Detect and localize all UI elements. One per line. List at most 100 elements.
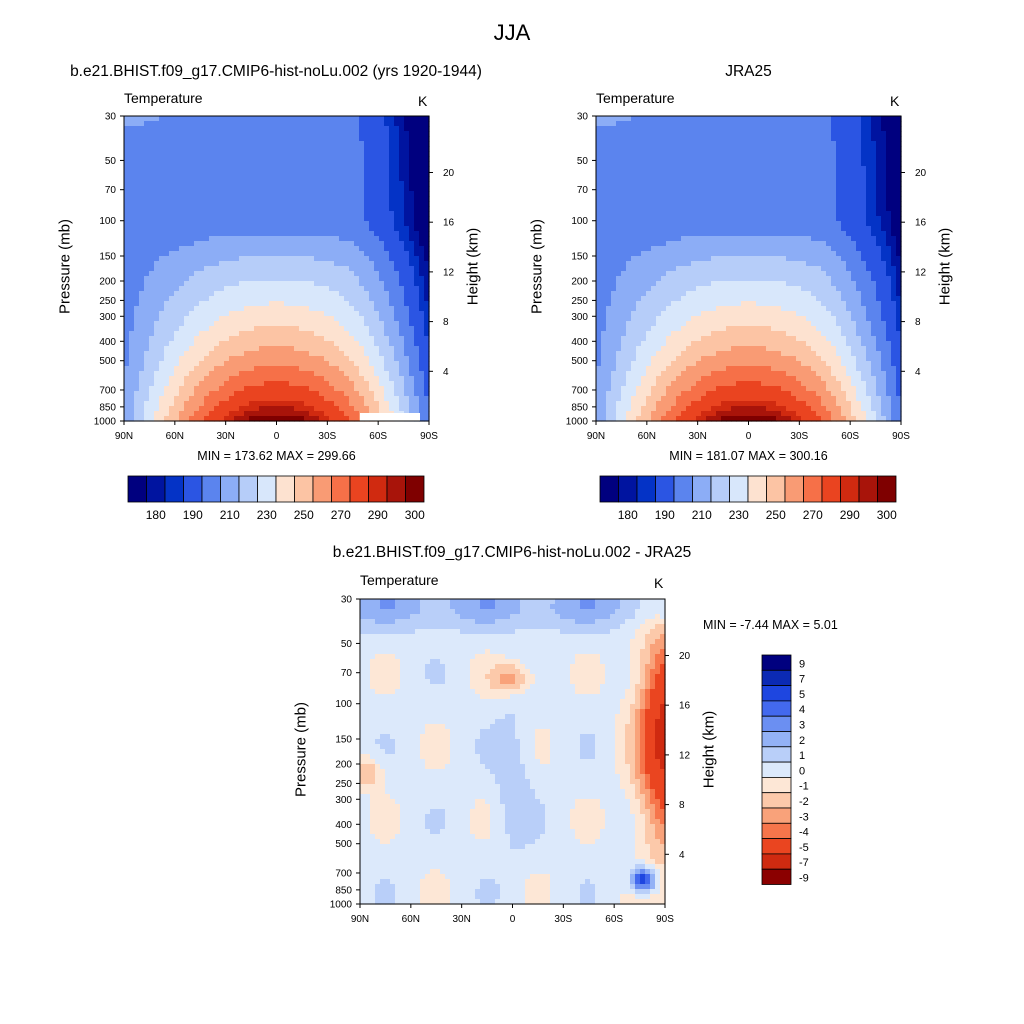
- field-cell: [194, 146, 200, 152]
- field-cell: [324, 141, 330, 147]
- field-cell: [324, 196, 330, 202]
- field-cell: [209, 231, 215, 237]
- field-cell: [139, 306, 145, 312]
- field-cell: [309, 391, 315, 397]
- field-cell: [691, 136, 697, 142]
- field-cell: [139, 166, 145, 172]
- field-cell: [189, 256, 195, 262]
- field-cell: [681, 176, 687, 182]
- field-cell: [419, 131, 425, 137]
- field-cell: [289, 326, 295, 332]
- field-cell: [766, 116, 772, 122]
- field-cell: [249, 161, 255, 167]
- field-cell: [289, 301, 295, 307]
- field-cell: [234, 131, 240, 137]
- field-cell: [329, 116, 335, 122]
- field-cell: [701, 151, 707, 157]
- field-cell: [304, 186, 310, 192]
- field-cell: [851, 116, 857, 122]
- field-cell: [214, 171, 220, 177]
- field-cell: [601, 166, 607, 172]
- field-cell: [404, 156, 410, 162]
- field-cell: [319, 391, 325, 397]
- field-cell: [816, 171, 822, 177]
- field-cell: [596, 116, 602, 122]
- field-cell: [691, 156, 697, 162]
- field-cell: [394, 201, 400, 207]
- field-cell: [394, 121, 400, 127]
- field-cell: [134, 171, 140, 177]
- field-cell: [214, 196, 220, 202]
- field-cell: [279, 166, 285, 172]
- field-cell: [736, 191, 742, 197]
- field-cell: [309, 366, 315, 372]
- field-cell: [686, 181, 692, 187]
- field-cell: [244, 391, 250, 397]
- field-cell: [384, 141, 390, 147]
- field-cell: [676, 211, 682, 217]
- field-cell: [174, 356, 180, 362]
- field-cell: [274, 401, 280, 407]
- field-cell: [154, 416, 160, 422]
- field-cell: [811, 166, 817, 172]
- field-cell: [234, 366, 240, 372]
- field-cell: [299, 371, 305, 377]
- field-cell: [781, 121, 787, 127]
- field-cell: [364, 396, 370, 402]
- field-cell: [304, 356, 310, 362]
- field-cell: [349, 246, 355, 252]
- field-cell: [209, 141, 215, 147]
- field-cell: [354, 231, 360, 237]
- field-cell: [219, 376, 225, 382]
- field-cell: [806, 186, 812, 192]
- field-cell: [414, 276, 420, 282]
- field-cell: [204, 286, 210, 292]
- field-cell: [354, 271, 360, 277]
- field-cell: [159, 271, 165, 277]
- field-cell: [284, 266, 290, 272]
- field-cell: [806, 121, 812, 127]
- field-cell: [786, 136, 792, 142]
- field-cell: [209, 206, 215, 212]
- field-cell: [816, 201, 822, 207]
- field-cell: [254, 351, 260, 357]
- field-cell: [124, 351, 130, 357]
- field-cell: [274, 196, 280, 202]
- field-cell: [164, 201, 170, 207]
- field-cell: [369, 206, 375, 212]
- field-cell: [194, 366, 200, 372]
- field-cell: [254, 341, 260, 347]
- field-cell: [324, 411, 330, 417]
- field-cell: [209, 181, 215, 187]
- field-cell: [184, 226, 190, 232]
- field-cell: [214, 276, 220, 282]
- field-cell: [721, 131, 727, 137]
- field-cell: [786, 171, 792, 177]
- field-cell: [641, 186, 647, 192]
- field-cell: [394, 396, 400, 402]
- field-cell: [851, 196, 857, 202]
- field-cell: [129, 271, 135, 277]
- field-cell: [289, 226, 295, 232]
- field-cell: [244, 246, 250, 252]
- field-cell: [856, 151, 862, 157]
- field-cell: [756, 136, 762, 142]
- field-cell: [721, 136, 727, 142]
- field-cell: [344, 226, 350, 232]
- field-cell: [349, 151, 355, 157]
- field-cell: [424, 181, 430, 187]
- field-cell: [641, 201, 647, 207]
- field-cell: [319, 321, 325, 327]
- field-cell: [354, 296, 360, 302]
- field-cell: [244, 416, 250, 422]
- field-cell: [329, 206, 335, 212]
- field-cell: [164, 251, 170, 257]
- field-cell: [144, 411, 150, 417]
- field-cell: [646, 171, 652, 177]
- field-cell: [249, 346, 255, 352]
- field-cell: [154, 276, 160, 282]
- field-cell: [414, 206, 420, 212]
- field-cell: [124, 406, 130, 412]
- field-cell: [299, 361, 305, 367]
- field-cell: [661, 146, 667, 152]
